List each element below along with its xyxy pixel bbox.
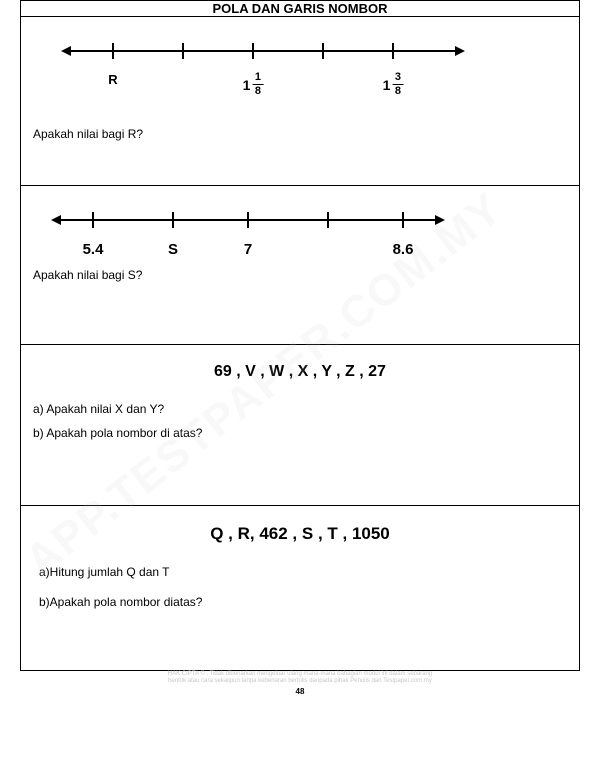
section3-qa: a) Apakah nilai X dan Y? [33, 399, 567, 419]
numberline-1-labels: R 1 1 8 [53, 70, 483, 106]
footer-line1: HAK CIPTA © . Tidak dibenarkan mengeluar… [20, 671, 580, 678]
frac1-num: 1 [255, 72, 261, 83]
section4-qb: b)Apakah pola nombor diatas? [39, 592, 567, 612]
page-title: POLA DAN GARIS NOMBOR [21, 1, 580, 17]
nl1-label-frac1: 1 1 8 [243, 72, 264, 97]
footer-line2: bentuk atau cara sekalipun tanpa kebenar… [20, 678, 580, 685]
nl1-label-frac2: 1 3 8 [383, 72, 404, 97]
section4-sequence: Q , R, 462 , S , T , 1050 [33, 524, 567, 544]
numberline-2-svg [43, 206, 463, 234]
nl2-label-1: S [168, 241, 178, 258]
section-2: 5.4 S 7 8.6 Apakah nilai bagi S? [21, 186, 579, 344]
footer: HAK CIPTA © . Tidak dibenarkan mengeluar… [20, 671, 580, 685]
section1-question: Apakah nilai bagi R? [33, 124, 567, 144]
numberline-1-svg [53, 37, 483, 65]
nl1-label-R: R [108, 72, 117, 87]
section2-question: Apakah nilai bagi S? [33, 265, 567, 285]
section3-sequence: 69 , V , W , X , Y , Z , 27 [33, 363, 567, 381]
numberline-2: 5.4 S 7 8.6 [43, 206, 463, 261]
frac1-den: 8 [255, 86, 261, 97]
section3-qb: b) Apakah pola nombor di atas? [33, 423, 567, 443]
section-3: 69 , V , W , X , Y , Z , 27 a) Apakah ni… [21, 345, 579, 505]
frac2-den: 8 [395, 86, 401, 97]
nl2-label-0: 5.4 [83, 241, 104, 258]
section4-qa: a)Hitung jumlah Q dan T [39, 562, 567, 582]
numberline-1: R 1 1 8 [53, 37, 483, 106]
nl2-label-2: 7 [244, 241, 252, 258]
page-number: 48 [20, 687, 580, 696]
section-4: Q , R, 462 , S , T , 1050 a)Hitung jumla… [21, 506, 579, 670]
numberline-2-labels: 5.4 S 7 8.6 [43, 239, 463, 261]
frac2-num: 3 [395, 72, 401, 83]
worksheet-page: APP.TESTPAPER.COM.MY POLA DAN GARIS NOMB… [0, 0, 600, 777]
section-1: R 1 1 8 [21, 17, 579, 185]
nl2-label-3: 8.6 [393, 241, 414, 258]
worksheet-table: POLA DAN GARIS NOMBOR [20, 0, 580, 671]
frac1-whole: 1 [243, 77, 251, 93]
frac2-whole: 1 [383, 77, 391, 93]
